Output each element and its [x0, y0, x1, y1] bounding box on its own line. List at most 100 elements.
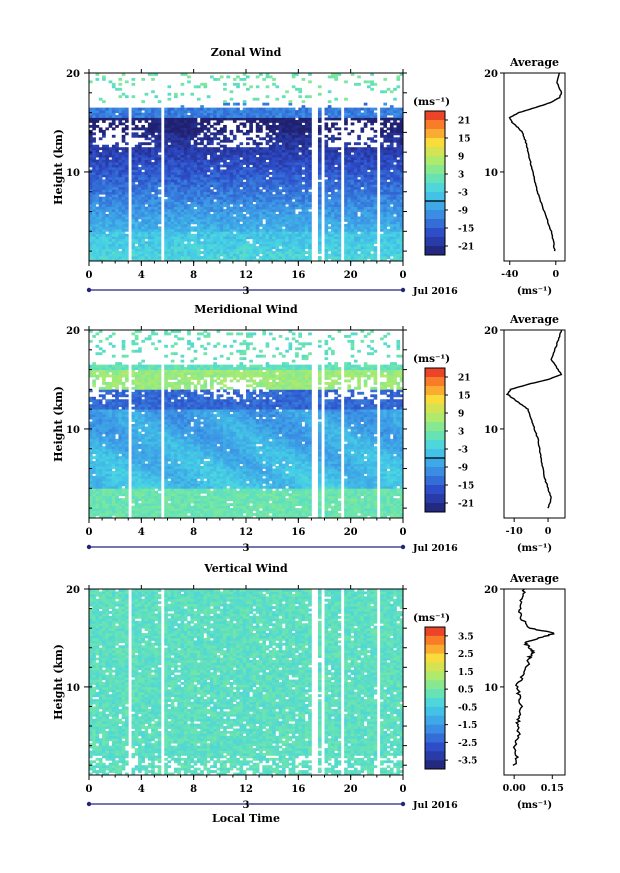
- heatmap-cell: [151, 253, 155, 257]
- heatmap-cell: [151, 221, 155, 225]
- heatmap-cell: [210, 149, 214, 153]
- heatmap-cell: [167, 186, 172, 190]
- heatmap-cell: [291, 231, 296, 235]
- heatmap-cell: [226, 139, 231, 143]
- heatmap-cell: [255, 142, 260, 146]
- heatmap-cell: [268, 164, 273, 168]
- heatmap-cell: [203, 174, 208, 178]
- heatmap-cell: [105, 147, 110, 151]
- heatmap-cell: [219, 218, 224, 222]
- heatmap-cell: [265, 189, 270, 193]
- heatmap-cell: [138, 142, 142, 146]
- heatmap-cell: [272, 122, 276, 126]
- heatmap-cell: [262, 110, 267, 113]
- heatmap-cell: [363, 124, 368, 128]
- heatmap-cell: [121, 110, 126, 113]
- heatmap-cell: [252, 186, 257, 190]
- heatmap-cell: [193, 184, 198, 188]
- heatmap-cell: [200, 189, 204, 193]
- heatmap-cell: [331, 201, 335, 205]
- heatmap-cell: [105, 246, 110, 250]
- heatmap-cell: [141, 209, 145, 212]
- heatmap-cell: [291, 132, 296, 136]
- heatmap-cell: [337, 194, 342, 198]
- heatmap-cell: [151, 122, 155, 126]
- heatmap-cell: [380, 152, 384, 156]
- heatmap-cell: [111, 238, 116, 242]
- heatmap-cell: [210, 154, 214, 158]
- heatmap-cell: [219, 107, 224, 111]
- heatmap-cell: [344, 186, 348, 190]
- heatmap-cell: [121, 92, 126, 96]
- heatmap-cell: [268, 253, 273, 257]
- heatmap-cell: [210, 223, 214, 227]
- heatmap-cell: [380, 167, 384, 170]
- heatmap-cell: [288, 139, 293, 143]
- heatmap-cell: [115, 115, 119, 118]
- heatmap-cell: [223, 221, 227, 225]
- heatmap-cell: [111, 209, 116, 212]
- heatmap-cell: [380, 214, 384, 217]
- heatmap-cell: [216, 174, 221, 178]
- heatmap-cell: [353, 214, 358, 217]
- heatmap-cell: [174, 236, 178, 240]
- heatmap-cell: [291, 214, 296, 217]
- heatmap-cell: [304, 124, 309, 128]
- heatmap-cell: [200, 226, 204, 230]
- heatmap-cell: [259, 169, 263, 173]
- heatmap-cell: [246, 87, 250, 91]
- heatmap-cell: [304, 107, 309, 111]
- heatmap-cell: [118, 154, 123, 158]
- heatmap-cell: [259, 129, 263, 133]
- heatmap-cell: [242, 107, 247, 111]
- heatmap-cell: [281, 211, 286, 215]
- heatmap-cell: [353, 171, 358, 175]
- heatmap-cell: [92, 191, 96, 195]
- heatmap-cell: [180, 201, 185, 205]
- heatmap-cell: [203, 127, 208, 131]
- heatmap-cell: [203, 206, 208, 210]
- heatmap-cell: [170, 201, 175, 205]
- heatmap-cell: [357, 233, 361, 237]
- heatmap-cell: [102, 191, 106, 195]
- heatmap-cell: [334, 117, 338, 121]
- heatmap-cell: [223, 159, 227, 163]
- heatmap-cell: [334, 216, 338, 220]
- heatmap-cell: [232, 253, 237, 257]
- heatmap-cell: [324, 199, 329, 203]
- heatmap-cell: [183, 253, 188, 257]
- heatmap-cell: [138, 152, 142, 156]
- heatmap-cell: [259, 181, 263, 185]
- heatmap-cell: [304, 241, 309, 245]
- heatmap-cell: [357, 162, 361, 165]
- heatmap-cell: [138, 233, 142, 237]
- heatmap-cell: [383, 107, 388, 111]
- heatmap-cell: [196, 167, 201, 170]
- heatmap-cell: [144, 162, 149, 165]
- heatmap-cell: [393, 221, 397, 225]
- heatmap-cell: [265, 196, 270, 200]
- heatmap-cell: [200, 179, 204, 183]
- heatmap-cell: [121, 181, 126, 185]
- heatmap-cell: [291, 122, 296, 126]
- heatmap-cell: [187, 162, 191, 165]
- heatmap-cell: [124, 236, 129, 240]
- heatmap-cell: [134, 228, 139, 232]
- heatmap-cell: [265, 102, 270, 106]
- heatmap-cell: [154, 241, 159, 245]
- heatmap-cell: [389, 90, 394, 94]
- heatmap-cell: [115, 248, 119, 252]
- heatmap-cell: [298, 221, 302, 225]
- heatmap-cell: [295, 238, 299, 242]
- heatmap-cell: [183, 120, 188, 123]
- heatmap-cell: [223, 246, 227, 250]
- heatmap-cell: [275, 171, 280, 175]
- heatmap-cell: [357, 258, 361, 262]
- heatmap-cell: [154, 164, 159, 168]
- heatmap-cell: [324, 191, 329, 195]
- heatmap-cell: [252, 243, 257, 247]
- heatmap-cell: [200, 243, 204, 247]
- heatmap-cell: [252, 142, 257, 146]
- heatmap-cell: [242, 176, 247, 180]
- heatmap-cell: [304, 214, 309, 217]
